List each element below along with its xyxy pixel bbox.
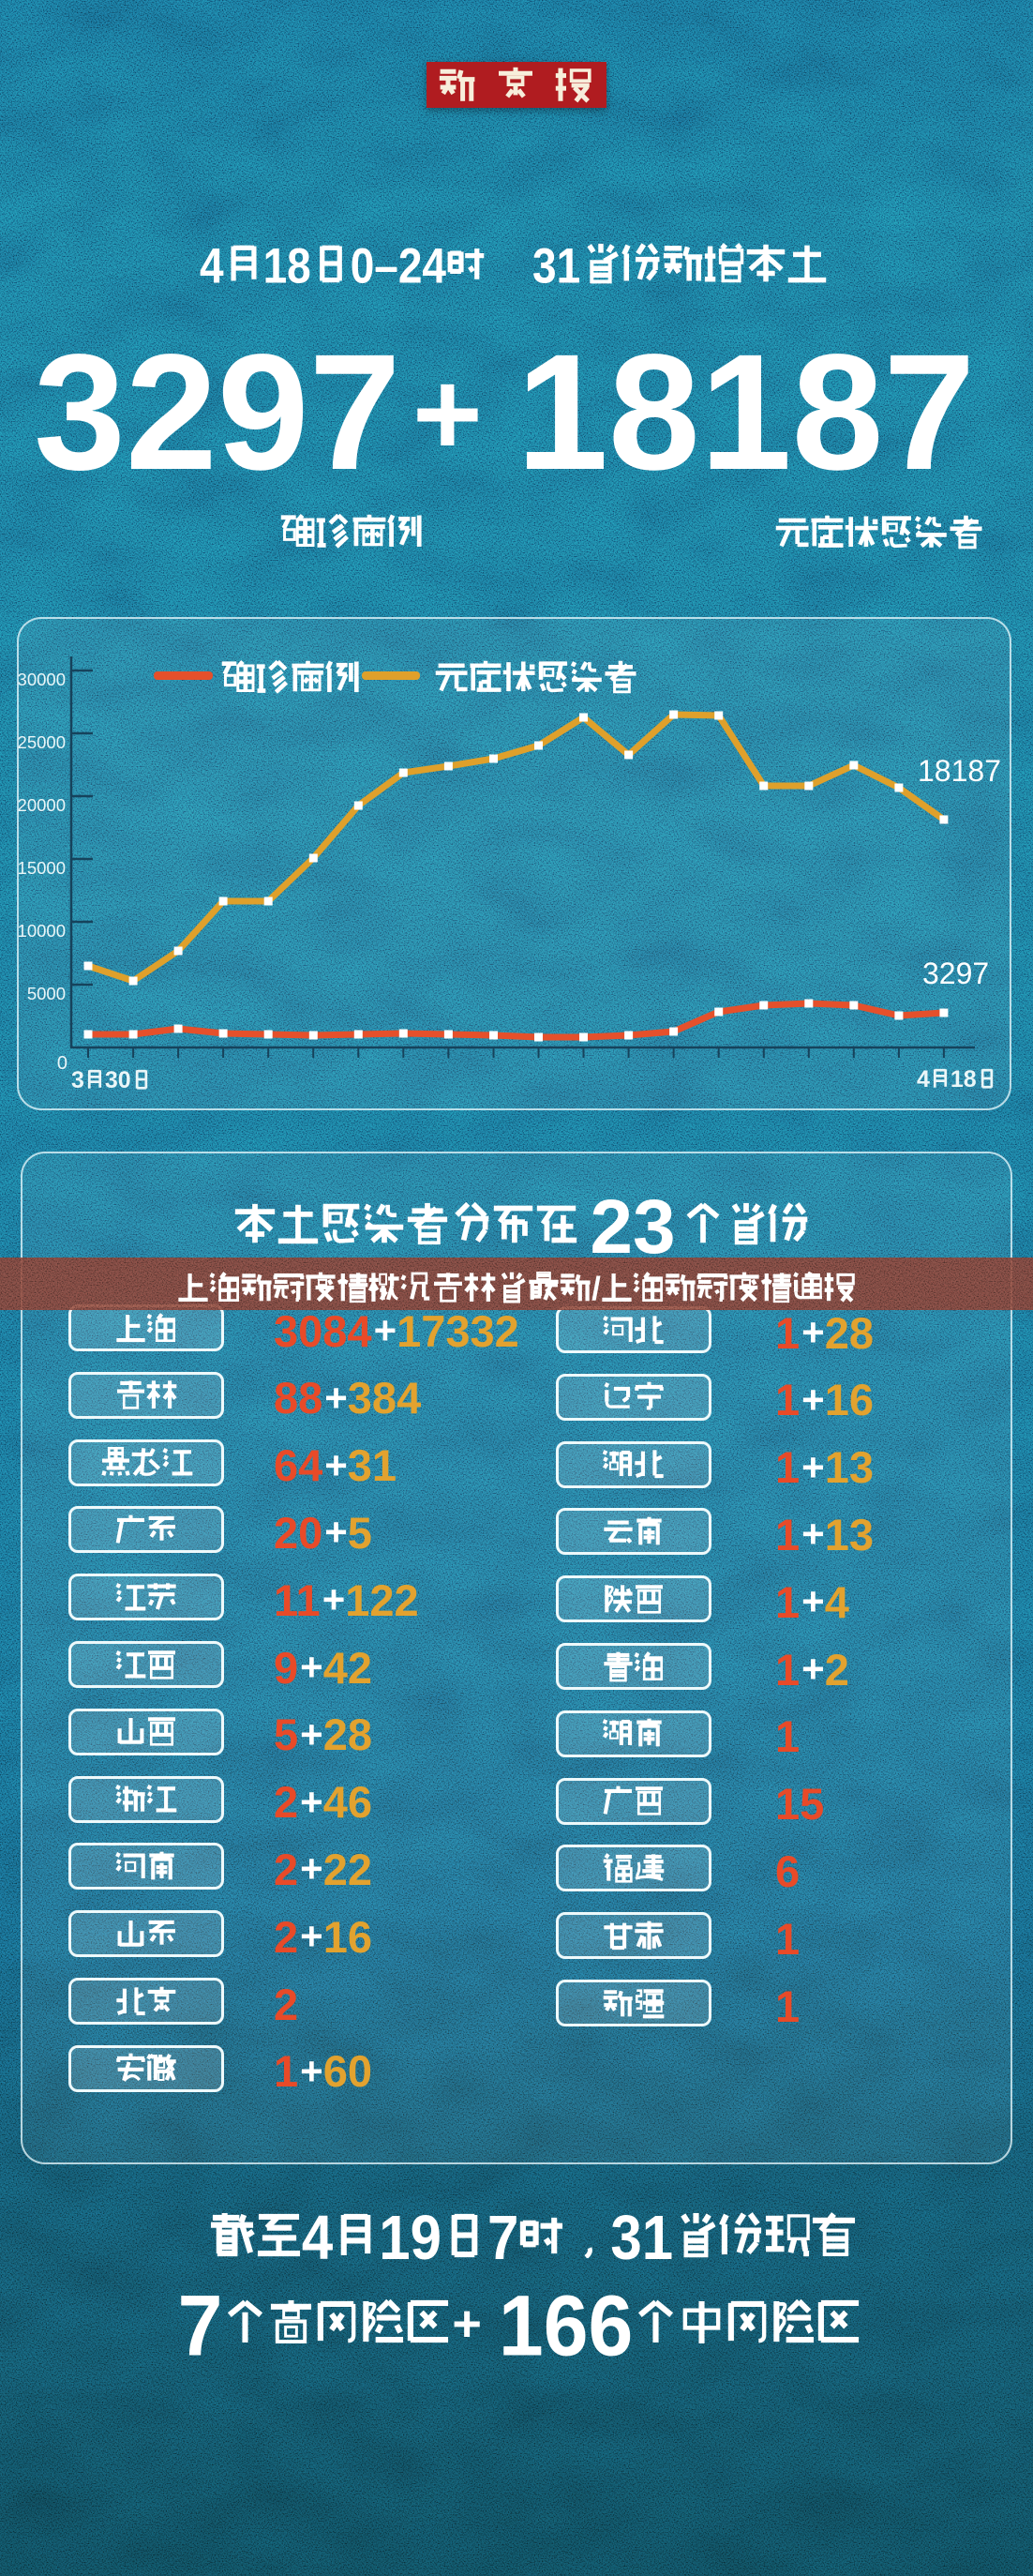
svg-text:30000: 30000: [18, 670, 66, 689]
svg-text:18187: 18187: [918, 754, 1001, 788]
svg-text:25000: 25000: [18, 732, 66, 752]
svg-text:3297: 3297: [922, 957, 989, 990]
svg-text:0: 0: [57, 1053, 67, 1074]
svg-text:15000: 15000: [18, 858, 66, 878]
svg-text:5000: 5000: [27, 984, 66, 1003]
svg-text:20000: 20000: [18, 795, 66, 815]
svg-text:10000: 10000: [18, 921, 66, 941]
